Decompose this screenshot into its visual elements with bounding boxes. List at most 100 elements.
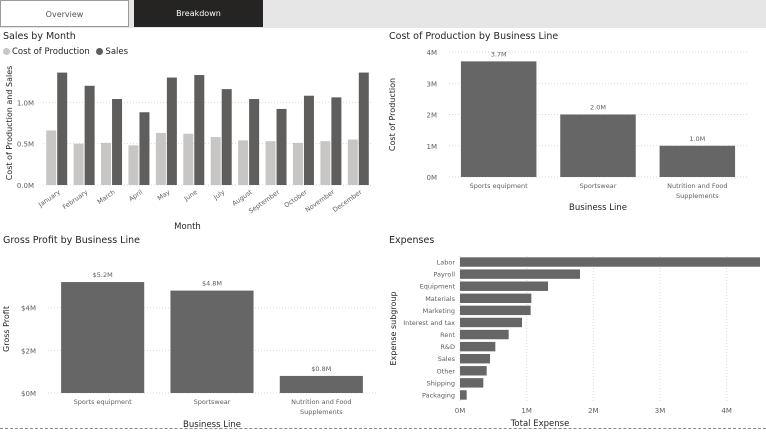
- y-axis-title: Gross Profit: [2, 306, 11, 352]
- bar-r-d: [460, 341, 496, 352]
- x-tick-label: 4M: [721, 407, 732, 415]
- y-tick-label: Labor: [437, 259, 456, 267]
- y-tick-label: $0M: [21, 390, 36, 398]
- x-tick-label: March: [96, 188, 117, 206]
- x-tick-label: Supplements: [300, 408, 343, 416]
- expenses-visual[interactable]: Expenses 0M 1M 2M 3M 4M Labor Payroll Equipment…: [389, 235, 766, 430]
- y-tick-label: Payroll: [433, 271, 455, 279]
- y-tick-label: 0M: [427, 174, 438, 182]
- bar-nutrition-and-food-supplements: [659, 145, 736, 177]
- bar-sales-september: [276, 108, 287, 185]
- x-tick-label: Sports equipment: [470, 182, 529, 190]
- bar-sportswear: [560, 114, 636, 177]
- x-tick-label: May: [156, 188, 172, 202]
- bar-cost-february: [73, 143, 84, 185]
- x-tick-label: August: [231, 188, 255, 208]
- sales-by-month-chart: 0.0M 0.5M 1.0M January February March April May…: [5, 66, 372, 232]
- bar-cost-march: [101, 142, 112, 185]
- y-tick-label: 2M: [427, 112, 438, 120]
- y-tick-label: Packaging: [422, 391, 455, 399]
- data-label: $5.2M: [93, 271, 113, 279]
- y-tick-label: Interest and tax: [403, 319, 455, 327]
- gross-profit-visual[interactable]: Gross Profit by Business Line $0M $2M $4M $…: [2, 235, 376, 430]
- page-nav-bar: Overview Breakdown: [0, 0, 766, 28]
- x-tick-label: Sportswear: [194, 398, 231, 406]
- legend-dot-cost: [3, 48, 10, 55]
- sales-by-month-visual[interactable]: Sales by Month Cost of Production Sales …: [3, 31, 375, 232]
- y-tick-label: 1M: [427, 143, 438, 151]
- bar-cost-january: [46, 130, 57, 185]
- y-tick-label: 0.5M: [17, 141, 34, 149]
- data-label: $0.8M: [311, 365, 331, 373]
- bar-other: [460, 366, 487, 376]
- data-label: 3.7M: [491, 50, 507, 58]
- x-tick-label: 3M: [655, 407, 666, 415]
- x-tick-label: Nutrition and Food: [291, 398, 351, 406]
- page-bottom-divider: [0, 428, 766, 429]
- x-tick-label: Supplements: [676, 192, 719, 200]
- y-tick-label: 1.0M: [17, 99, 34, 107]
- legend-label-sales: Sales: [105, 47, 129, 57]
- bar-cost-october: [292, 142, 303, 185]
- legend-label-cost: Cost of Production: [12, 47, 90, 57]
- bar-sales-may: [166, 77, 177, 185]
- x-tick-label: Nutrition and Food: [667, 182, 727, 190]
- y-tick-label: Materials: [425, 295, 455, 303]
- bar-cost-april: [128, 145, 139, 185]
- x-tick-label: June: [182, 188, 199, 203]
- bar-sales-november: [331, 97, 342, 185]
- y-tick-label: Equipment: [420, 283, 456, 291]
- visual-title: Cost of Production by Business Line: [389, 31, 559, 42]
- bar-shipping: [460, 378, 484, 388]
- visual-title: Gross Profit by Business Line: [3, 235, 140, 246]
- bar-sales-august: [249, 99, 260, 185]
- y-tick-label: 4M: [427, 49, 438, 57]
- bar-sales-june: [194, 75, 205, 185]
- visual-title: Expenses: [389, 235, 435, 246]
- x-tick-label: Sports equipment: [74, 398, 133, 406]
- chart-legend: Cost of Production Sales: [3, 47, 128, 57]
- bar-cost-may: [155, 132, 166, 185]
- y-tick-label: Other: [437, 367, 456, 375]
- data-label: $4.8M: [202, 280, 222, 288]
- bar-sportswear: [170, 290, 254, 393]
- cost-by-line-chart: 0M 1M 2M 3M 4M 3.7M Sports equipment 2.0M Sports…: [388, 49, 747, 213]
- y-axis-title: Cost of Production and Sales: [5, 66, 14, 181]
- x-axis-title: Month: [174, 222, 201, 232]
- x-tick-label: September: [247, 188, 281, 215]
- bar-rent: [460, 329, 509, 340]
- x-tick-label: 2M: [588, 407, 599, 415]
- y-tick-label: 3M: [427, 80, 438, 88]
- legend-dot-sales: [96, 48, 104, 55]
- bar-cost-december: [347, 139, 358, 185]
- data-label: 1.0M: [689, 135, 705, 143]
- bar-interest-and-tax: [460, 317, 522, 328]
- x-tick-label: December: [331, 188, 363, 214]
- bar-sales-march: [112, 99, 123, 185]
- bar-sales-april: [139, 112, 150, 185]
- tab-overview[interactable]: Overview: [0, 0, 129, 27]
- bar-payroll: [460, 269, 580, 279]
- y-tick-label: Sales: [438, 355, 456, 363]
- bar-equipment: [460, 281, 548, 291]
- bar-sales-july: [221, 89, 232, 185]
- x-tick-label: 1M: [521, 407, 532, 415]
- bar-packaging: [460, 390, 467, 400]
- y-tick-label: Marketing: [423, 307, 455, 315]
- bar-sales-january: [57, 72, 68, 185]
- data-label: 2.0M: [590, 104, 606, 112]
- y-tick-label: 0.0M: [17, 182, 34, 190]
- x-axis-title: Business Line: [569, 203, 627, 213]
- x-tick-label: Sportswear: [580, 182, 617, 190]
- bar-sales-february: [84, 85, 95, 185]
- cost-by-line-visual[interactable]: Cost of Production by Business Line 0M 1M…: [388, 31, 766, 216]
- x-tick-label: 0M: [455, 407, 466, 415]
- tab-breakdown[interactable]: Breakdown: [134, 0, 263, 27]
- y-tick-label: Rent: [440, 331, 455, 339]
- bar-cost-july: [210, 137, 221, 185]
- y-tick-label: Shipping: [427, 379, 455, 387]
- bar-cost-june: [183, 133, 194, 185]
- x-tick-label: November: [304, 188, 337, 214]
- bar-cost-november: [320, 141, 331, 185]
- bar-cost-august: [238, 140, 249, 185]
